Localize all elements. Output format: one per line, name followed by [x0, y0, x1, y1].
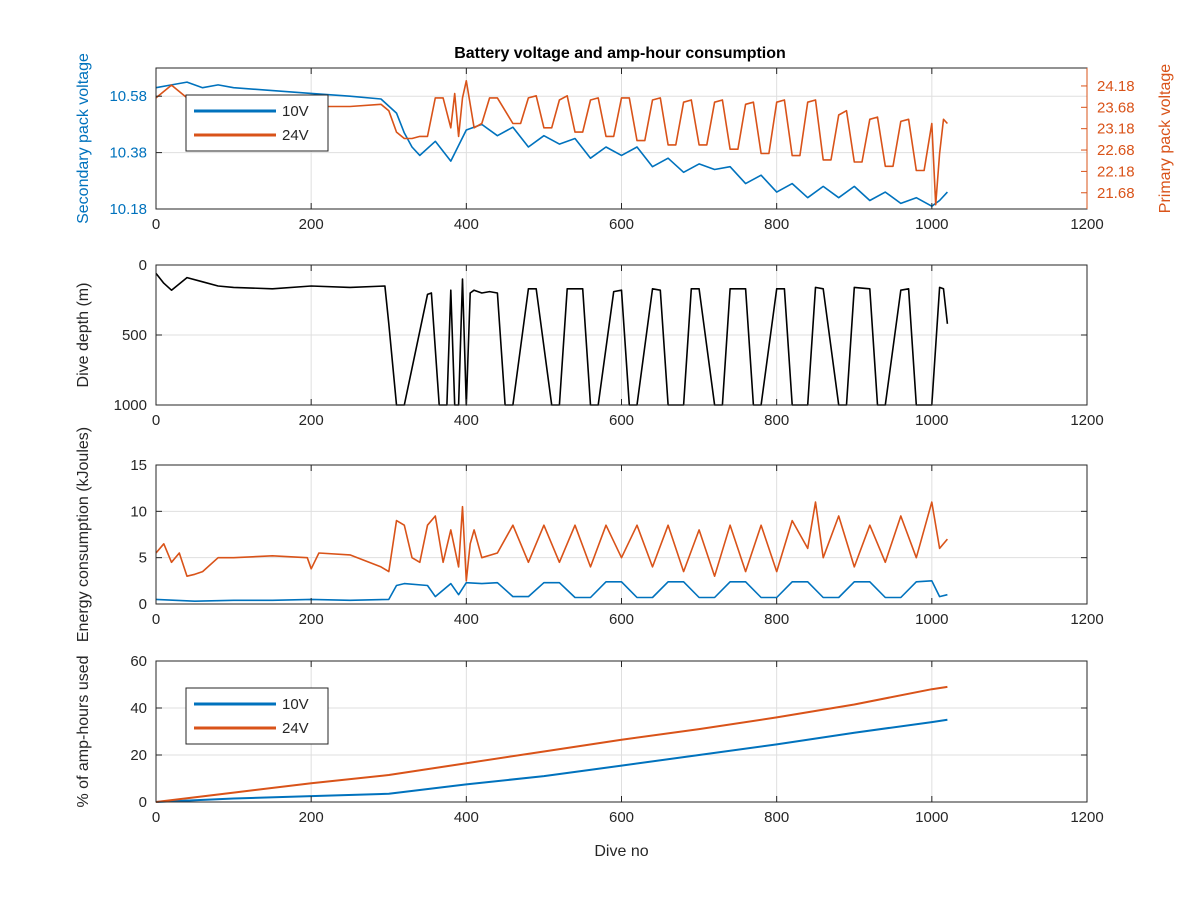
y-tick-label: 15 [130, 457, 147, 474]
x-tick-label: 0 [152, 809, 160, 826]
chart-panel-4: 0 200 400 600 800 1000 1200 0 20 40 60 % of amp-hou… [75, 653, 1104, 860]
y-tick-label: 10.58 [109, 88, 147, 105]
x-tick-label: 400 [454, 809, 479, 826]
legend-label: 24V [282, 720, 309, 737]
y-tick-label: 10.38 [109, 145, 147, 162]
x-tick-label: 800 [764, 611, 789, 628]
x-tick-label: 0 [152, 412, 160, 429]
legend-box [185, 94, 329, 152]
y-axis-label: Energy consumption (kJoules) [75, 427, 92, 642]
series-line-10v [155, 579, 948, 603]
x-tick-label: 200 [299, 216, 324, 233]
x-tick-label: 800 [764, 216, 789, 233]
y-tick-label-right: 24.18 [1097, 78, 1135, 95]
y-axis-label: % of amp-hours used [75, 655, 92, 807]
x-tick-label: 600 [609, 216, 634, 233]
y-tick-label: 20 [130, 747, 147, 764]
legend-label: 10V [282, 103, 309, 120]
x-tick-label: 800 [764, 412, 789, 429]
y-tick-label: 10.18 [109, 201, 147, 218]
x-tick-label: 1200 [1070, 412, 1103, 429]
x-tick-label: 0 [152, 216, 160, 233]
y-tick-label: 0 [139, 794, 147, 811]
y-tick-label-right: 23.18 [1097, 121, 1135, 138]
x-tick-label: 600 [609, 809, 634, 826]
y-tick-label: 500 [122, 327, 147, 344]
x-tick-label: 400 [454, 216, 479, 233]
y-tick-label: 1000 [114, 397, 147, 414]
x-tick-label: 1200 [1070, 809, 1103, 826]
y-axis-label: Secondary pack voltage [75, 53, 92, 224]
chart-panel-1: 0 200 400 600 800 1000 1200 10.18 10.38 10.58 21.6… [75, 53, 1174, 233]
y-axis-label: Dive depth (m) [75, 283, 92, 388]
series-line-24v [155, 80, 948, 206]
series-line-24v [155, 685, 948, 803]
y-tick-label: 60 [130, 653, 147, 670]
figure-title: Battery voltage and amp-hour consumption [454, 45, 786, 62]
y-tick-label: 10 [130, 503, 147, 520]
x-tick-label: 1000 [915, 809, 948, 826]
chart-panel-2: 0 200 400 600 800 1000 1200 0 500 1000 Dive depth … [75, 257, 1104, 429]
y-tick-label: 0 [139, 596, 147, 613]
x-tick-label: 1000 [915, 611, 948, 628]
y-tick-label: 5 [139, 550, 147, 567]
x-tick-label: 1000 [915, 216, 948, 233]
y-tick-label-right: 21.68 [1097, 185, 1135, 202]
x-tick-label: 1200 [1070, 611, 1103, 628]
y-tick-label-right: 23.68 [1097, 99, 1135, 116]
x-tick-label: 400 [454, 412, 479, 429]
y-tick-label: 40 [130, 700, 147, 717]
x-tick-label: 0 [152, 611, 160, 628]
y-axis-label-right: Primary pack voltage [1157, 64, 1174, 213]
x-tick-label: 800 [764, 809, 789, 826]
legend-label: 24V [282, 127, 309, 144]
y-tick-label-right: 22.18 [1097, 163, 1135, 180]
x-tick-label: 200 [299, 611, 324, 628]
x-tick-label: 600 [609, 611, 634, 628]
x-axis-label: Dive no [594, 843, 648, 860]
y-tick-label: 0 [139, 257, 147, 274]
x-tick-label: 200 [299, 809, 324, 826]
y-tick-label-right: 22.68 [1097, 142, 1135, 159]
x-tick-label: 1200 [1070, 216, 1103, 233]
legend-label: 10V [282, 696, 309, 713]
x-tick-label: 600 [609, 412, 634, 429]
series-line-10v [155, 718, 948, 803]
legend-box [185, 687, 329, 745]
x-tick-label: 1000 [915, 412, 948, 429]
x-tick-label: 400 [454, 611, 479, 628]
series-line-24v [155, 501, 949, 582]
chart-panel-3: 0 200 400 600 800 1000 1200 0 5 10 15 Energy consum… [75, 427, 1104, 642]
x-tick-label: 200 [299, 412, 324, 429]
